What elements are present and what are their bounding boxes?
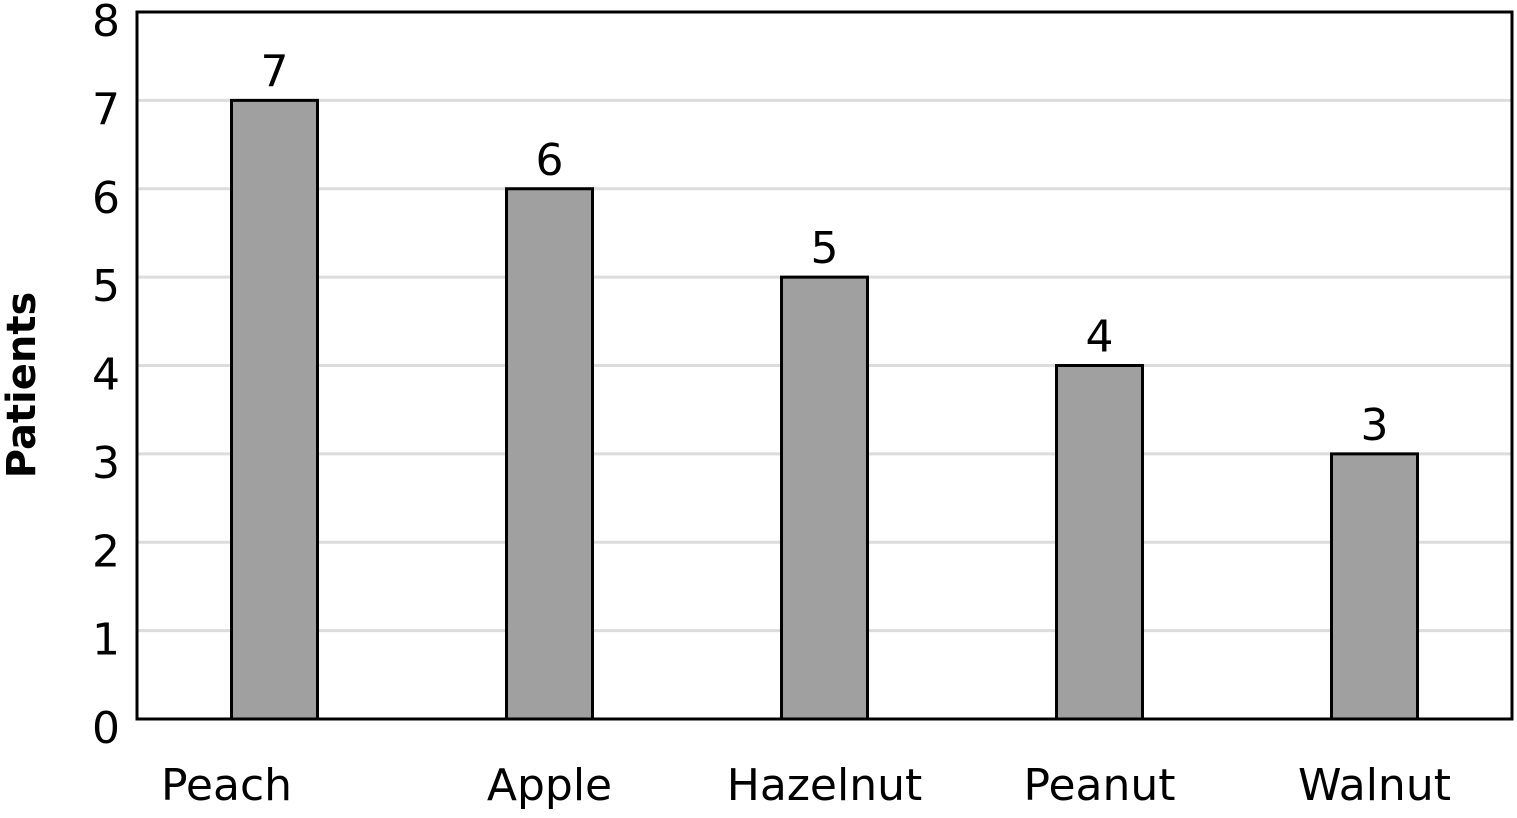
y-tick-label: 3 — [92, 438, 120, 489]
value-label: 4 — [1086, 312, 1114, 363]
y-tick-label: 1 — [92, 615, 120, 666]
bar — [780, 275, 869, 721]
y-axis-title: Patients — [0, 292, 45, 479]
x-tick-label: Hazelnut — [727, 760, 922, 811]
y-tick-label: 5 — [92, 261, 120, 312]
value-label: 6 — [536, 135, 564, 186]
y-tick-label: 2 — [92, 526, 120, 577]
x-tick-label: Apple — [487, 760, 612, 811]
y-tick-label: 4 — [92, 350, 120, 401]
bar — [1330, 452, 1419, 721]
x-tick-label: Walnut — [1298, 760, 1451, 811]
bar — [230, 98, 319, 721]
y-tick-label: 0 — [92, 703, 120, 754]
x-tick-label: Peanut — [1023, 760, 1175, 811]
value-label: 5 — [811, 223, 839, 274]
value-label: 7 — [261, 46, 289, 97]
y-tick-label: 8 — [92, 0, 120, 47]
bar — [1055, 364, 1144, 721]
y-tick-label: 7 — [92, 84, 120, 135]
value-label: 3 — [1361, 400, 1389, 451]
plot-frame — [135, 10, 1514, 721]
bar — [505, 187, 594, 721]
x-tick-label: Peach — [161, 760, 292, 811]
y-tick-label: 6 — [92, 173, 120, 224]
